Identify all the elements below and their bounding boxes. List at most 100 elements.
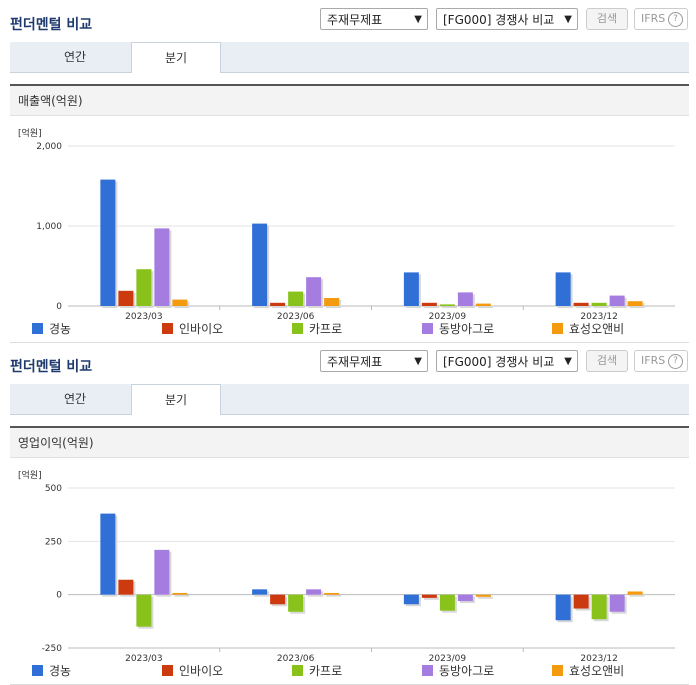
legend-item: 인바이오 [162,320,223,338]
legend-item: 동방아그로 [422,320,494,338]
search-button[interactable]: 검색 [586,350,628,372]
ifrs-button[interactable]: IFRS ? [634,8,688,30]
bar [555,272,571,306]
legend-swatch [422,665,433,676]
y-tick-label: 1,000 [36,222,62,232]
chart-title: 매출액(억원) [10,86,689,116]
legend-item: 경농 [32,662,71,680]
x-tick-label: 2023/06 [277,654,315,664]
legend-label: 효성오앤비 [569,664,625,678]
chevron-down-icon: ▼ [564,356,572,367]
bar-shadow [629,593,645,597]
statement-select[interactable]: 주재무제표 ▼ [320,350,428,372]
bar [439,304,455,306]
legend-swatch [292,665,303,676]
bar [100,179,116,306]
search-button[interactable]: 검색 [586,8,628,30]
x-tick-label: 2023/09 [429,654,467,664]
bar [555,594,571,621]
bar [609,594,625,612]
y-tick-label: -250 [42,644,63,654]
bar-shadow [174,594,190,597]
x-tick-label: 2023/12 [580,654,617,664]
y-tick-label: 0 [56,591,62,601]
chart-legend: 경농 인바이오 카프로 동방아그로 효성오앤비 [10,320,689,338]
legend-label: 동방아그로 [439,322,495,336]
ifrs-label: IFRS [641,12,666,25]
tab-quarterly[interactable]: 분기 [131,42,221,73]
bar [100,513,116,595]
chevron-down-icon: ▼ [564,14,572,25]
ifrs-label: IFRS [641,354,666,367]
bar [627,301,643,306]
bar [403,272,419,306]
chart-panel: 매출액(억원) [억원] 0 1,000 2,000 2023/03 2023/06 202… [10,84,689,343]
bar [288,594,304,612]
statement-select[interactable]: 주재무제표 ▼ [320,8,428,30]
legend-swatch [552,665,563,676]
bar [118,579,134,595]
bar [609,295,625,306]
legend-label: 카프로 [309,664,343,678]
bar [136,594,152,627]
bar [118,290,134,306]
bar [136,269,152,306]
legend-swatch [162,323,173,334]
statement-select-value: 주재무제표 [327,13,383,27]
chevron-down-icon: ▼ [414,14,422,25]
bar [627,591,643,595]
compare-select[interactable]: [FG000] 경쟁사 비교 ▼ [436,8,578,30]
bar [573,594,589,609]
chart-title: 영업이익(억원) [10,428,689,458]
legend-label: 효성오앤비 [569,322,625,336]
period-tabs: 연간 분기 [10,42,689,73]
bar [324,298,340,306]
bar-shadow [272,304,288,308]
help-icon: ? [668,354,683,369]
legend-swatch [422,323,433,334]
bar-chart: [억원] -250 0 250 500 2023/03 2023/06 2023/09 2023… [18,469,675,664]
legend-label: 인바이오 [179,664,224,678]
chevron-down-icon: ▼ [414,356,422,367]
legend-label: 동방아그로 [439,664,495,678]
ifrs-button[interactable]: IFRS ? [634,350,688,372]
compare-select[interactable]: [FG000] 경쟁사 비교 ▼ [436,350,578,372]
legend-swatch [32,665,43,676]
help-icon: ? [668,12,683,27]
bar [154,228,170,306]
bar [457,292,473,306]
chart-panel: 영업이익(억원) [억원] -250 0 250 500 2023/03 2023/06 20… [10,426,689,685]
bar-shadow [441,306,457,308]
x-tick-label: 2023/12 [580,312,617,322]
bar [252,223,268,306]
legend-item: 경농 [32,320,71,338]
tab-annual[interactable]: 연간 [63,50,87,64]
bar [439,594,455,611]
bar-shadow [423,596,439,600]
tab-annual[interactable]: 연간 [63,392,87,406]
bar-shadow [593,304,609,308]
legend-label: 경농 [49,664,72,678]
bar [154,549,170,595]
bar [172,592,188,595]
legend-item: 인바이오 [162,662,223,680]
x-tick-label: 2023/03 [125,654,162,664]
bar [324,592,340,595]
bar [573,302,589,306]
legend-label: 인바이오 [179,322,224,336]
chart-legend: 경농 인바이오 카프로 동방아그로 효성오앤비 [10,662,689,680]
compare-select-value: [FG000] 경쟁사 비교 [443,13,555,27]
bar [421,302,437,306]
tab-quarterly[interactable]: 분기 [131,384,221,415]
y-tick-label: 250 [45,537,62,547]
bar [475,594,491,597]
legend-item: 효성오앤비 [552,662,624,680]
legend-swatch [32,323,43,334]
bar [172,299,188,306]
y-tick-label: 0 [56,302,62,312]
unit-label: [억원] [18,127,42,139]
bar [403,594,419,605]
legend-label: 카프로 [309,322,343,336]
section-title: 펀더멘털 비교 [10,17,93,33]
bar [270,594,286,605]
